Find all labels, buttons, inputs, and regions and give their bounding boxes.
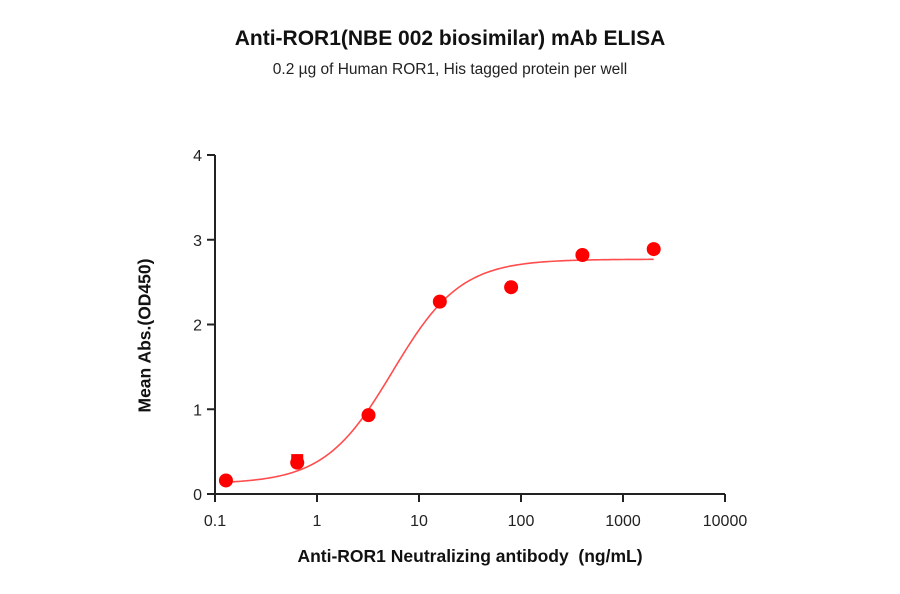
y-axis-label: Mean Abs.(OD450) [134, 258, 155, 413]
data-point [646, 242, 661, 257]
data-point [575, 248, 590, 263]
data-point [432, 294, 447, 309]
data-point [218, 473, 233, 488]
data-point-square [291, 454, 304, 466]
y-tick-label: 4 [193, 148, 202, 165]
x-tick-label: 1000 [605, 513, 641, 530]
fit-curve-path [225, 258, 654, 483]
data-point [361, 408, 376, 423]
x-tick-label: 1 [313, 513, 322, 530]
y-tick-label: 2 [193, 318, 202, 335]
fit-curve [225, 258, 654, 483]
y-tick-label: 3 [193, 233, 202, 250]
chart-title: Anti-ROR1(NBE 002 biosimilar) mAb ELISA [234, 27, 666, 50]
x-axis-label: Anti-ROR1 Neutralizing antibody (ng/mL) [297, 546, 643, 566]
x-tick-label: 100 [508, 513, 535, 530]
x-tick-label: 10 [410, 513, 428, 530]
chart-subtitle: 0.2 µg of Human ROR1, His tagged protein… [272, 61, 628, 78]
y-tick-label: 0 [193, 487, 202, 504]
x-tick-label: 10000 [703, 513, 748, 530]
x-tick-label: 0.1 [204, 513, 226, 530]
axes: 0 1 2 3 4 0.1 1 10 100 1000 10000 [193, 148, 747, 530]
data-point [504, 280, 519, 295]
y-tick-label: 1 [193, 402, 202, 419]
data-points [218, 242, 661, 488]
